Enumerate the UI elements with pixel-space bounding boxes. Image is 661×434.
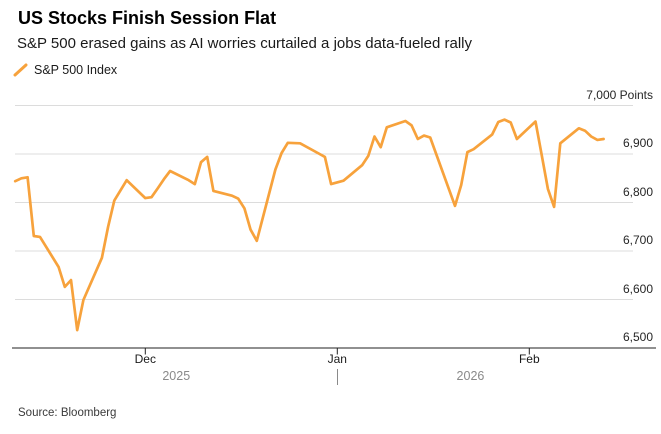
legend: S&P 500 Index — [13, 62, 117, 78]
x-axis-month-label: Jan — [327, 352, 347, 366]
chart-title: US Stocks Finish Session Flat — [18, 8, 277, 28]
x-axis-month-label: Dec — [134, 352, 156, 366]
legend-line-swatch-icon — [13, 63, 28, 76]
y-axis-label: 6,900 — [622, 136, 653, 150]
legend-label: S&P 500 Index — [34, 63, 118, 77]
year-separator — [337, 369, 339, 385]
source-label: Source: Bloomberg — [18, 407, 117, 419]
y-axis-label: 7,000 Points — [586, 87, 653, 102]
price-line — [13, 118, 605, 332]
y-axis-label: 6,700 — [622, 233, 653, 247]
x-axis-year-label: 2026 — [456, 369, 485, 383]
y-axis-label: 6,500 — [622, 330, 653, 344]
x-axis-year-label: 2025 — [162, 369, 191, 383]
chart-subtitle: S&P 500 erased gains as AI worries curta… — [17, 35, 472, 52]
y-axis-label: 6,800 — [622, 184, 653, 199]
y-axis-label: 6,600 — [622, 281, 653, 296]
x-axis-month-label: Feb — [518, 352, 540, 366]
